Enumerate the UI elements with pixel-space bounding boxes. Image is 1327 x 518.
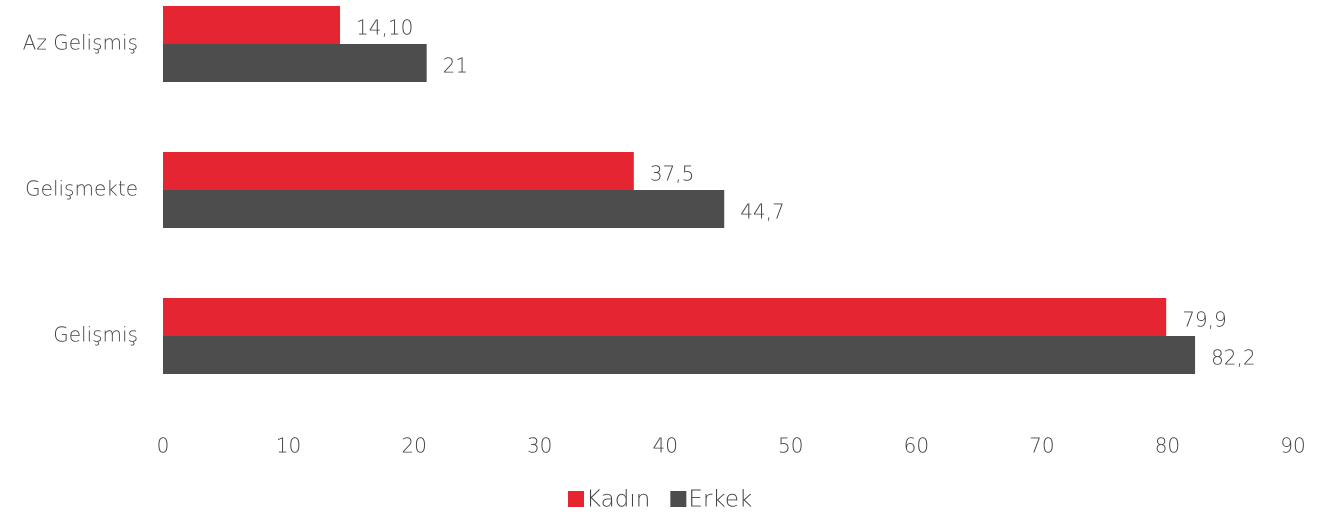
y-tick-label: Gelişmekte xyxy=(25,177,138,201)
x-tick-label: 80 xyxy=(1155,434,1180,458)
legend-swatch xyxy=(568,491,584,507)
bar xyxy=(163,44,427,82)
data-label: 14,10 xyxy=(356,16,413,40)
legend-label: Kadın xyxy=(586,487,650,513)
data-label: 21 xyxy=(443,54,468,78)
bar xyxy=(163,298,1167,336)
legend-label: Erkek xyxy=(688,487,752,513)
bar xyxy=(163,336,1196,374)
x-tick-label: 60 xyxy=(904,434,929,458)
x-tick-label: 70 xyxy=(1029,434,1054,458)
y-tick-label: Gelişmiş xyxy=(53,323,138,347)
bar xyxy=(163,6,341,44)
data-label: 82,2 xyxy=(1211,346,1256,370)
data-label: 37,5 xyxy=(650,162,695,186)
y-tick-label: Az Gelişmiş xyxy=(23,31,138,55)
bar xyxy=(163,190,725,228)
x-tick-label: 20 xyxy=(401,434,426,458)
x-tick-label: 40 xyxy=(652,434,677,458)
bar xyxy=(163,152,634,190)
x-tick-label: 30 xyxy=(527,434,552,458)
data-label: 44,7 xyxy=(740,200,785,224)
x-tick-label: 50 xyxy=(778,434,803,458)
x-tick-label: 10 xyxy=(276,434,301,458)
x-tick-label: 0 xyxy=(157,434,170,458)
legend-swatch xyxy=(670,491,687,507)
data-label: 79,9 xyxy=(1182,308,1227,332)
x-tick-label: 90 xyxy=(1280,434,1305,458)
